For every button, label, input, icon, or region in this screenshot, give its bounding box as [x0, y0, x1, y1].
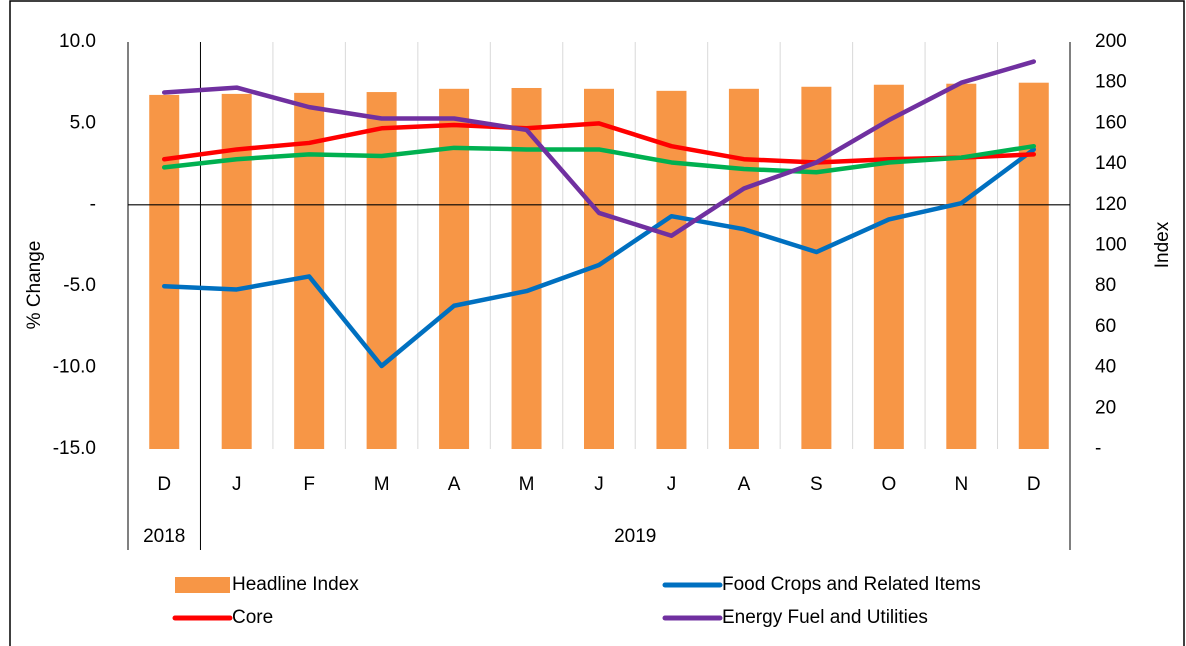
y2-tick-label: 60: [1095, 316, 1116, 337]
y-tick-label: -10.0: [53, 357, 96, 378]
y2-tick-label: 140: [1095, 153, 1127, 174]
line-series: [161, 121, 1037, 165]
x-tick-label: N: [954, 474, 968, 495]
x-tick-label: M: [519, 474, 535, 495]
x-tick-label: A: [738, 474, 751, 495]
x-tick-label: D: [1027, 474, 1041, 495]
y2-tick-label: 180: [1095, 72, 1127, 93]
y-tick-label: -5.0: [63, 275, 96, 296]
bar: [656, 90, 687, 449]
y-axis-label: % Change: [24, 241, 45, 330]
x-tick-label: M: [374, 474, 390, 495]
y2-tick-label: 80: [1095, 275, 1116, 296]
bar: [801, 86, 832, 450]
y2-tick-label: 40: [1095, 357, 1116, 378]
y2-tick-label: 200: [1095, 31, 1127, 52]
y-tick-label: 10.0: [59, 31, 96, 52]
x-tick-label: F: [303, 474, 315, 495]
y2-tick-label: 20: [1095, 397, 1116, 418]
bar: [728, 88, 759, 450]
y2-tick-label: 120: [1095, 194, 1127, 215]
line-series: [161, 59, 1037, 238]
x-group-label: 2018: [143, 526, 185, 547]
bar: [873, 84, 904, 450]
x-tick-label: J: [667, 474, 677, 495]
bar: [221, 93, 252, 449]
bar: [946, 83, 977, 449]
legend-label: Headline Index: [232, 574, 359, 595]
y2-tick-label: -: [1095, 438, 1101, 459]
bar: [149, 94, 180, 449]
legend-label: Food Crops and Related Items: [722, 574, 981, 595]
y2-tick-label: 160: [1095, 112, 1127, 133]
legend-swatch: [175, 577, 230, 593]
chart-border: [9, 0, 1185, 646]
x-tick-label: J: [232, 474, 242, 495]
x-tick-label: J: [594, 474, 604, 495]
x-tick-label: A: [448, 474, 461, 495]
y-tick-label: -15.0: [53, 438, 96, 459]
bar: [1018, 82, 1049, 449]
bar: [294, 92, 325, 449]
y2-axis-label: Index: [1152, 221, 1173, 268]
x-tick-label: D: [157, 474, 171, 495]
y2-tick-label: 100: [1095, 235, 1127, 256]
legend-label: Energy Fuel and Utilities: [722, 607, 928, 628]
x-group-label: 2019: [614, 526, 656, 547]
x-tick-label: S: [810, 474, 823, 495]
legend-label: Core: [232, 607, 273, 628]
y-tick-label: 5.0: [70, 112, 96, 133]
x-tick-label: O: [881, 474, 896, 495]
bar: [366, 92, 397, 449]
y-tick-label: -: [90, 194, 96, 215]
line-series: [161, 147, 1037, 369]
line-series: [161, 143, 1037, 175]
bar: [439, 88, 470, 450]
